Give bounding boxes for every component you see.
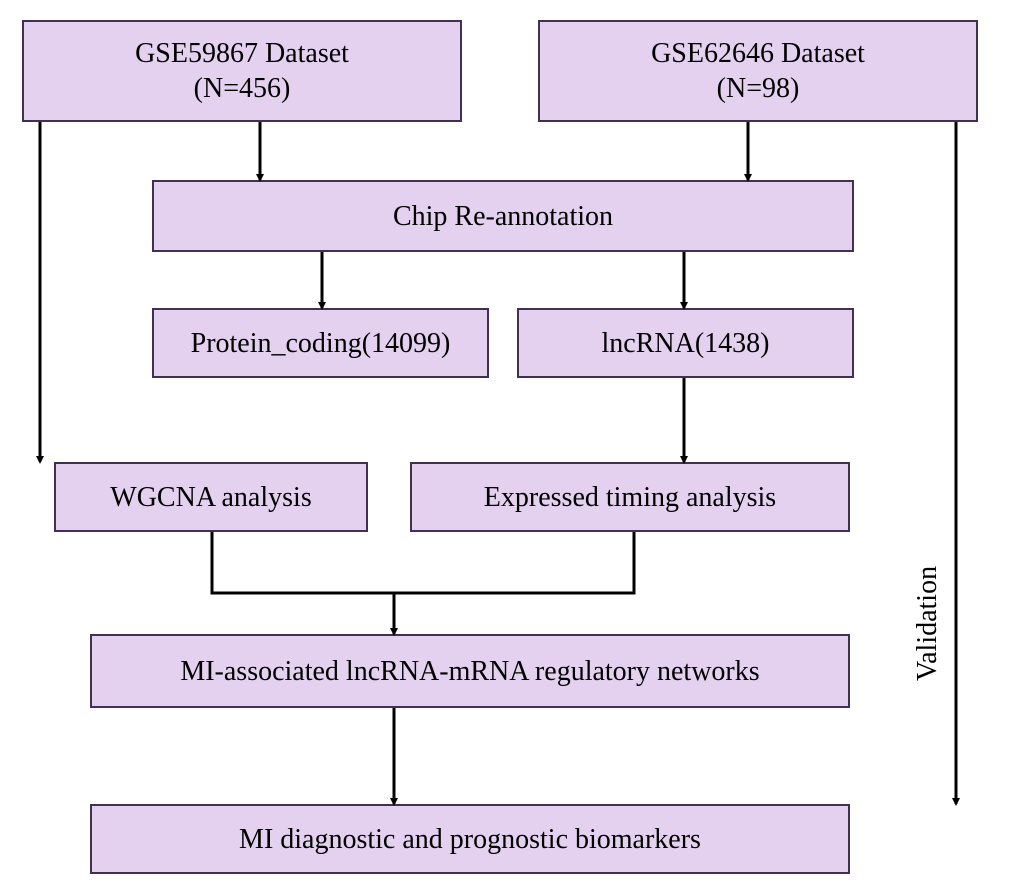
- protein-line1: Protein_coding(14099): [191, 326, 451, 361]
- dataset2-box: GSE62646 Dataset (N=98): [538, 20, 978, 122]
- biomark-box: MI diagnostic and prognostic biomarkers: [90, 804, 850, 874]
- chip-box: Chip Re-annotation: [152, 180, 854, 252]
- protein-box: Protein_coding(14099): [152, 308, 489, 378]
- dataset2-line1: GSE62646 Dataset: [651, 36, 865, 71]
- lncrna-box: lncRNA(1438): [517, 308, 854, 378]
- dataset1-line2: (N=456): [194, 71, 291, 106]
- arrow-layer: [0, 0, 1020, 888]
- timing-box: Expressed timing analysis: [410, 462, 850, 532]
- dataset1-line1: GSE59867 Dataset: [135, 36, 349, 71]
- wgcna-line1: WGCNA analysis: [110, 480, 311, 515]
- wgcna-box: WGCNA analysis: [54, 462, 368, 532]
- chip-line1: Chip Re-annotation: [393, 199, 613, 234]
- biomark-line1: MI diagnostic and prognostic biomarkers: [239, 822, 701, 857]
- lncrna-line1: lncRNA(1438): [602, 326, 770, 361]
- validation-label: Validation: [912, 561, 944, 681]
- dataset1-box: GSE59867 Dataset (N=456): [22, 20, 462, 122]
- timing-line1: Expressed timing analysis: [484, 480, 776, 515]
- networks-line1: MI-associated lncRNA-mRNA regulatory net…: [180, 654, 759, 689]
- networks-box: MI-associated lncRNA-mRNA regulatory net…: [90, 634, 850, 708]
- dataset2-line2: (N=98): [717, 71, 800, 106]
